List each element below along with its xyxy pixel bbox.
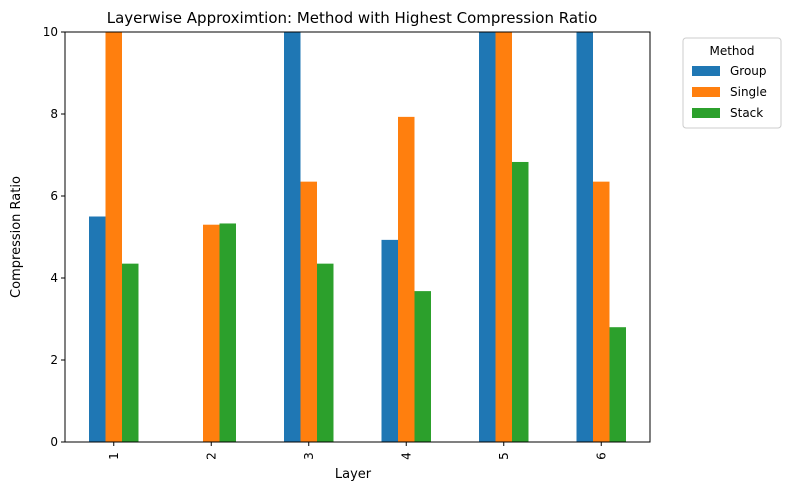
legend-swatch-group <box>692 66 720 76</box>
y-tick-label: 6 <box>50 189 58 203</box>
bar-single-layer-5 <box>495 32 512 442</box>
x-tick-label: 5 <box>497 452 511 460</box>
chart-title: Layerwise Approximtion: Method with High… <box>107 9 598 27</box>
bar-stack-layer-1 <box>122 263 139 442</box>
y-tick-label: 0 <box>50 435 58 449</box>
bar-group-layer-4 <box>381 239 398 442</box>
legend-label-stack: Stack <box>730 106 763 120</box>
bar-single-layer-6 <box>593 181 610 442</box>
x-tick-label: 4 <box>399 452 413 460</box>
legend-box <box>682 37 782 129</box>
bar-group-layer-5 <box>479 32 496 442</box>
y-tick-label: 4 <box>50 271 58 285</box>
bar-stack-layer-4 <box>414 291 431 442</box>
legend-swatch-stack <box>692 108 720 118</box>
plot-frame <box>64 31 651 443</box>
legend-label-single: Single <box>730 85 767 99</box>
legend-title: Method <box>709 44 754 58</box>
x-tick-label: 1 <box>107 452 121 460</box>
bar-group-layer-3 <box>284 32 301 442</box>
bar-single-layer-3 <box>300 181 317 442</box>
y-tick-label: 8 <box>50 107 58 121</box>
y-tick-label: 2 <box>50 353 58 367</box>
x-tick-label: 2 <box>204 452 218 460</box>
x-axis-label: Layer <box>335 467 372 482</box>
y-axis: 0 2 4 6 8 10 <box>43 25 65 449</box>
bar-stack-layer-5 <box>512 161 529 442</box>
bar-single-layer-2 <box>203 224 220 442</box>
x-tick-label: 3 <box>302 452 316 460</box>
x-axis: 1 2 3 4 5 6 <box>107 442 608 460</box>
bar-stack-layer-2 <box>219 223 236 442</box>
legend-swatch-single <box>692 87 720 97</box>
bar-single-layer-1 <box>105 32 122 442</box>
bar-group-layer-6 <box>576 32 593 442</box>
y-tick-label: 10 <box>43 25 58 39</box>
legend: Method Group Single Stack <box>682 37 782 129</box>
bars-group <box>89 32 626 443</box>
bar-stack-layer-3 <box>317 263 334 442</box>
bar-stack-layer-6 <box>609 327 626 442</box>
legend-label-group: Group <box>730 64 767 78</box>
bar-group-layer-1 <box>89 216 106 442</box>
y-axis-label: Compression Ratio <box>9 176 24 298</box>
bar-single-layer-4 <box>398 116 415 443</box>
x-tick-label: 6 <box>594 452 608 460</box>
